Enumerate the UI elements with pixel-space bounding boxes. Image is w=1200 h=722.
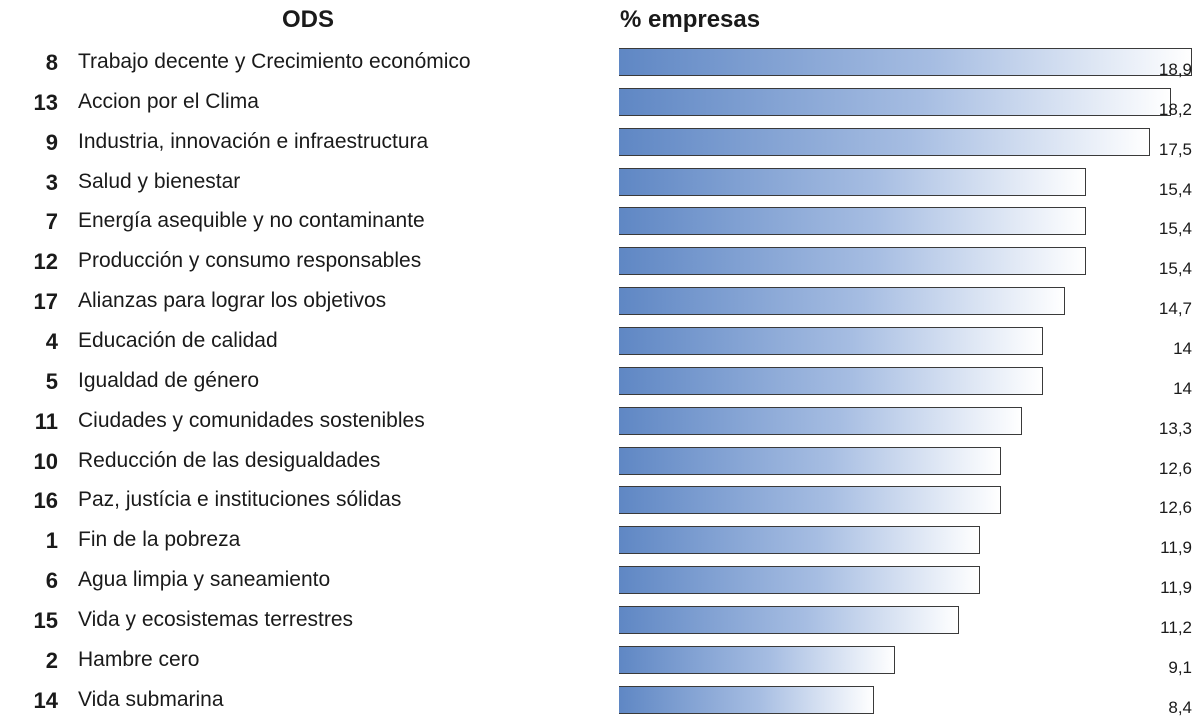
- bar-row: 11 Ciudades y comunidades sostenibles 13,3: [0, 403, 1200, 443]
- ods-number: 13: [33, 89, 58, 115]
- ods-number: 16: [33, 488, 58, 514]
- data-label: 13,3: [1158, 418, 1192, 438]
- bar-row: 5 Igualdad de género 14: [0, 363, 1200, 403]
- bar-row: 14 Vida submarina 8,4: [0, 682, 1200, 722]
- ods-number: 8: [45, 50, 58, 75]
- ods-number: 15: [33, 607, 58, 633]
- bar-row: 12 Producción y consumo responsables 15,4: [0, 243, 1200, 283]
- ods-number: 7: [45, 209, 58, 235]
- data-label: 12,6: [1158, 498, 1192, 518]
- bar: [619, 167, 1086, 196]
- data-label: 9,1: [1168, 657, 1192, 677]
- ods-number: 3: [45, 169, 58, 195]
- bar: [619, 207, 1086, 236]
- bar: [619, 127, 1150, 156]
- bar-row: 6 Agua limpia y saneamiento 11,9: [0, 562, 1200, 602]
- ods-label: Producción y consumo responsables: [78, 249, 422, 273]
- ods-label: Igualdad de género: [78, 368, 259, 392]
- bar: [619, 486, 1001, 515]
- ods-label: Hambre cero: [78, 647, 200, 671]
- data-label: 15,4: [1158, 219, 1192, 239]
- ods-number: 11: [34, 408, 58, 434]
- ods-label: Fin de la pobreza: [78, 528, 241, 552]
- data-label: 18,2: [1158, 99, 1192, 119]
- bar: [619, 645, 895, 674]
- bar: [619, 87, 1171, 116]
- bar: [619, 406, 1022, 435]
- bar-row: 16 Paz, justícia e instituciones sólidas 1…: [0, 482, 1200, 522]
- ods-number: 6: [45, 568, 58, 594]
- bar-row: 7 Energía asequible y no contaminante 15,4: [0, 203, 1200, 243]
- data-label: 18,9: [1158, 60, 1192, 79]
- bar: [619, 605, 959, 634]
- ods-header: ODS: [282, 6, 335, 33]
- bar: [619, 566, 980, 595]
- ods-label: Paz, justícia e instituciones sólidas: [78, 488, 402, 512]
- ods-label: Energía asequible y no contaminante: [78, 209, 425, 233]
- data-label: 14: [1173, 338, 1192, 358]
- data-label: 11,9: [1160, 538, 1192, 558]
- bar-row: 9 Industria, innovación e infraestructura…: [0, 124, 1200, 164]
- bar: [619, 446, 1001, 475]
- ods-label: Accion por el Clima: [78, 89, 259, 113]
- ods-number: 14: [33, 687, 58, 713]
- bar: [619, 366, 1043, 395]
- ods-label: Salud y bienestar: [78, 169, 241, 193]
- bar-row: 2 Hambre cero 9,1: [0, 642, 1200, 682]
- ods-number: 17: [33, 289, 58, 315]
- ods-number: 10: [33, 448, 58, 474]
- ods-label: Trabajo decente y Crecimiento económico: [78, 50, 471, 73]
- ods-label: Vida submarina: [78, 687, 224, 711]
- bar-row: 8 Trabajo decente y Crecimiento económico…: [0, 44, 1200, 84]
- data-label: 15,4: [1158, 179, 1192, 199]
- ods-label: Reducción de las desigualdades: [78, 448, 381, 472]
- data-label: 12,6: [1158, 458, 1192, 478]
- data-label: 8,4: [1168, 697, 1192, 717]
- bar: [619, 526, 980, 555]
- ods-number: 1: [45, 528, 58, 554]
- ods-label: Industria, innovación e infraestructura: [78, 129, 429, 153]
- bar-row: 4 Educación de calidad 14: [0, 323, 1200, 363]
- bar-row: 10 Reducción de las desigualdades 12,6: [0, 443, 1200, 483]
- data-label: 15,4: [1158, 259, 1192, 279]
- bar: [619, 326, 1043, 355]
- ods-label: Vida y ecosistemas terrestres: [78, 607, 354, 631]
- bar-row: 15 Vida y ecosistemas terrestres 11,2: [0, 602, 1200, 642]
- ods-number: 5: [45, 368, 58, 394]
- bar-row: 3 Salud y bienestar 15,4: [0, 164, 1200, 204]
- data-label: 14: [1173, 378, 1192, 398]
- ods-number: 4: [45, 328, 58, 354]
- percent-header: % empresas: [620, 6, 761, 33]
- ods-number: 12: [33, 249, 58, 275]
- ods-number: 2: [45, 647, 58, 673]
- bar: [619, 48, 1192, 76]
- data-label: 11,9: [1160, 578, 1192, 598]
- bar-row: 13 Accion por el Clima 18,2: [0, 84, 1200, 124]
- bar: [619, 685, 874, 714]
- data-label: 14,7: [1158, 299, 1192, 319]
- ods-number: 9: [45, 129, 58, 155]
- data-label: 11,2: [1160, 617, 1192, 637]
- bar: [619, 287, 1065, 316]
- ods-label: Alianzas para lograr los objetivos: [78, 289, 387, 313]
- bar-row: 17 Alianzas para lograr los objetivos 14,7: [0, 283, 1200, 323]
- ods-label: Ciudades y comunidades sostenibles: [78, 408, 425, 432]
- bar-row: 1 Fin de la pobreza 11,9: [0, 522, 1200, 562]
- ods-label: Educación de calidad: [78, 328, 278, 352]
- bar: [619, 247, 1086, 276]
- ods-label: Agua limpia y saneamiento: [78, 568, 331, 592]
- data-label: 17,5: [1158, 139, 1192, 159]
